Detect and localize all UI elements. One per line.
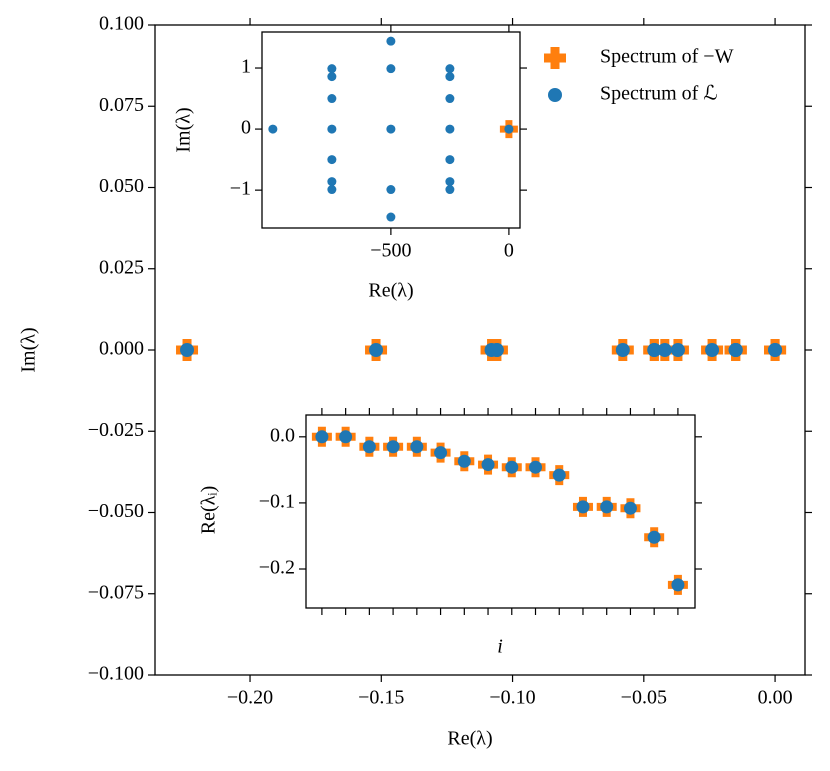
y-tick-label: −0.075 — [88, 581, 144, 603]
y-tick-label: 0 — [241, 117, 251, 139]
x-tick-label: −0.05 — [621, 687, 667, 709]
x-tick-label: −500 — [370, 240, 411, 262]
y-tick-label: −0.2 — [259, 557, 295, 579]
y-tick-label: −0.050 — [88, 500, 144, 522]
circle-marker — [615, 343, 630, 357]
circle-marker — [671, 578, 685, 592]
circle-marker — [386, 185, 396, 195]
circle-marker — [386, 36, 396, 46]
x-tick-label: −0.10 — [489, 687, 535, 709]
circle-marker — [489, 343, 504, 357]
y-tick-label: −0.025 — [88, 419, 144, 441]
x-axis-label: Re(λ) — [368, 280, 413, 302]
y-tick-label: −1 — [230, 178, 251, 200]
circle-marker — [481, 458, 495, 472]
circle-marker — [728, 343, 743, 357]
y-axis-label: Re(λᵢ) — [198, 486, 220, 535]
circle-marker — [180, 343, 195, 357]
x-axis-label: i — [497, 636, 503, 658]
legend-label: Spectrum of ℒ — [600, 83, 718, 105]
circle-marker — [386, 440, 400, 454]
circle-marker — [327, 155, 337, 165]
y-tick-label: −0.100 — [88, 663, 144, 685]
y-axis-label: Im(λ) — [18, 327, 40, 372]
circle-marker — [327, 94, 337, 104]
x-tick-label: 0.00 — [758, 687, 793, 709]
circle-marker — [445, 94, 455, 104]
circle-marker — [445, 72, 455, 82]
x-tick-label: 0 — [504, 240, 514, 262]
x-tick-label: −0.15 — [358, 687, 404, 709]
y-tick-label: 0.025 — [99, 256, 144, 278]
circle-marker — [327, 72, 337, 82]
y-tick-label: 0.100 — [99, 13, 144, 35]
circle-marker — [362, 440, 376, 454]
circle-marker — [505, 460, 519, 474]
circle-marker — [445, 177, 455, 187]
circle-marker — [445, 64, 455, 74]
circle-marker — [705, 343, 720, 357]
legend-label: Spectrum of −W — [600, 46, 734, 68]
frame — [305, 414, 696, 609]
circle-marker — [315, 430, 329, 444]
y-tick-label: 0.050 — [99, 175, 144, 197]
circle-marker — [600, 500, 614, 514]
circle-marker — [445, 185, 455, 195]
circle-marker — [434, 446, 448, 460]
circle-marker — [504, 124, 514, 134]
circle-marker — [327, 64, 337, 74]
circle-marker — [647, 343, 662, 357]
circle-marker — [445, 124, 455, 134]
legend-marker — [548, 88, 562, 102]
frame — [154, 24, 806, 676]
circle-marker — [529, 460, 543, 474]
circle-marker — [445, 155, 455, 165]
y-tick-label: 0.000 — [99, 338, 144, 360]
circle-marker — [386, 64, 396, 74]
circle-marker — [339, 430, 353, 444]
y-tick-label: 0.075 — [99, 94, 144, 116]
circle-marker — [386, 212, 396, 222]
circle-marker — [327, 124, 337, 134]
y-axis-label: Im(λ) — [173, 107, 195, 152]
legend-marker — [544, 47, 566, 69]
circle-marker — [576, 500, 590, 514]
circle-marker — [768, 343, 783, 357]
circle-marker — [369, 343, 384, 357]
circle-marker — [657, 343, 672, 357]
circle-marker — [268, 124, 278, 134]
x-axis-label: Re(λ) — [447, 728, 492, 750]
x-tick-label: −0.20 — [227, 687, 273, 709]
circle-marker — [386, 124, 396, 134]
circle-marker — [647, 530, 661, 544]
y-tick-label: −0.1 — [259, 491, 295, 513]
y-tick-label: 1 — [241, 56, 251, 78]
circle-marker — [457, 454, 471, 468]
y-tick-label: 0.0 — [270, 424, 295, 446]
circle-marker — [623, 501, 637, 515]
circle-marker — [327, 185, 337, 195]
circle-marker — [670, 343, 685, 357]
frame — [261, 31, 521, 229]
circle-marker — [410, 440, 424, 454]
circle-marker — [552, 468, 566, 482]
circle-marker — [327, 177, 337, 187]
